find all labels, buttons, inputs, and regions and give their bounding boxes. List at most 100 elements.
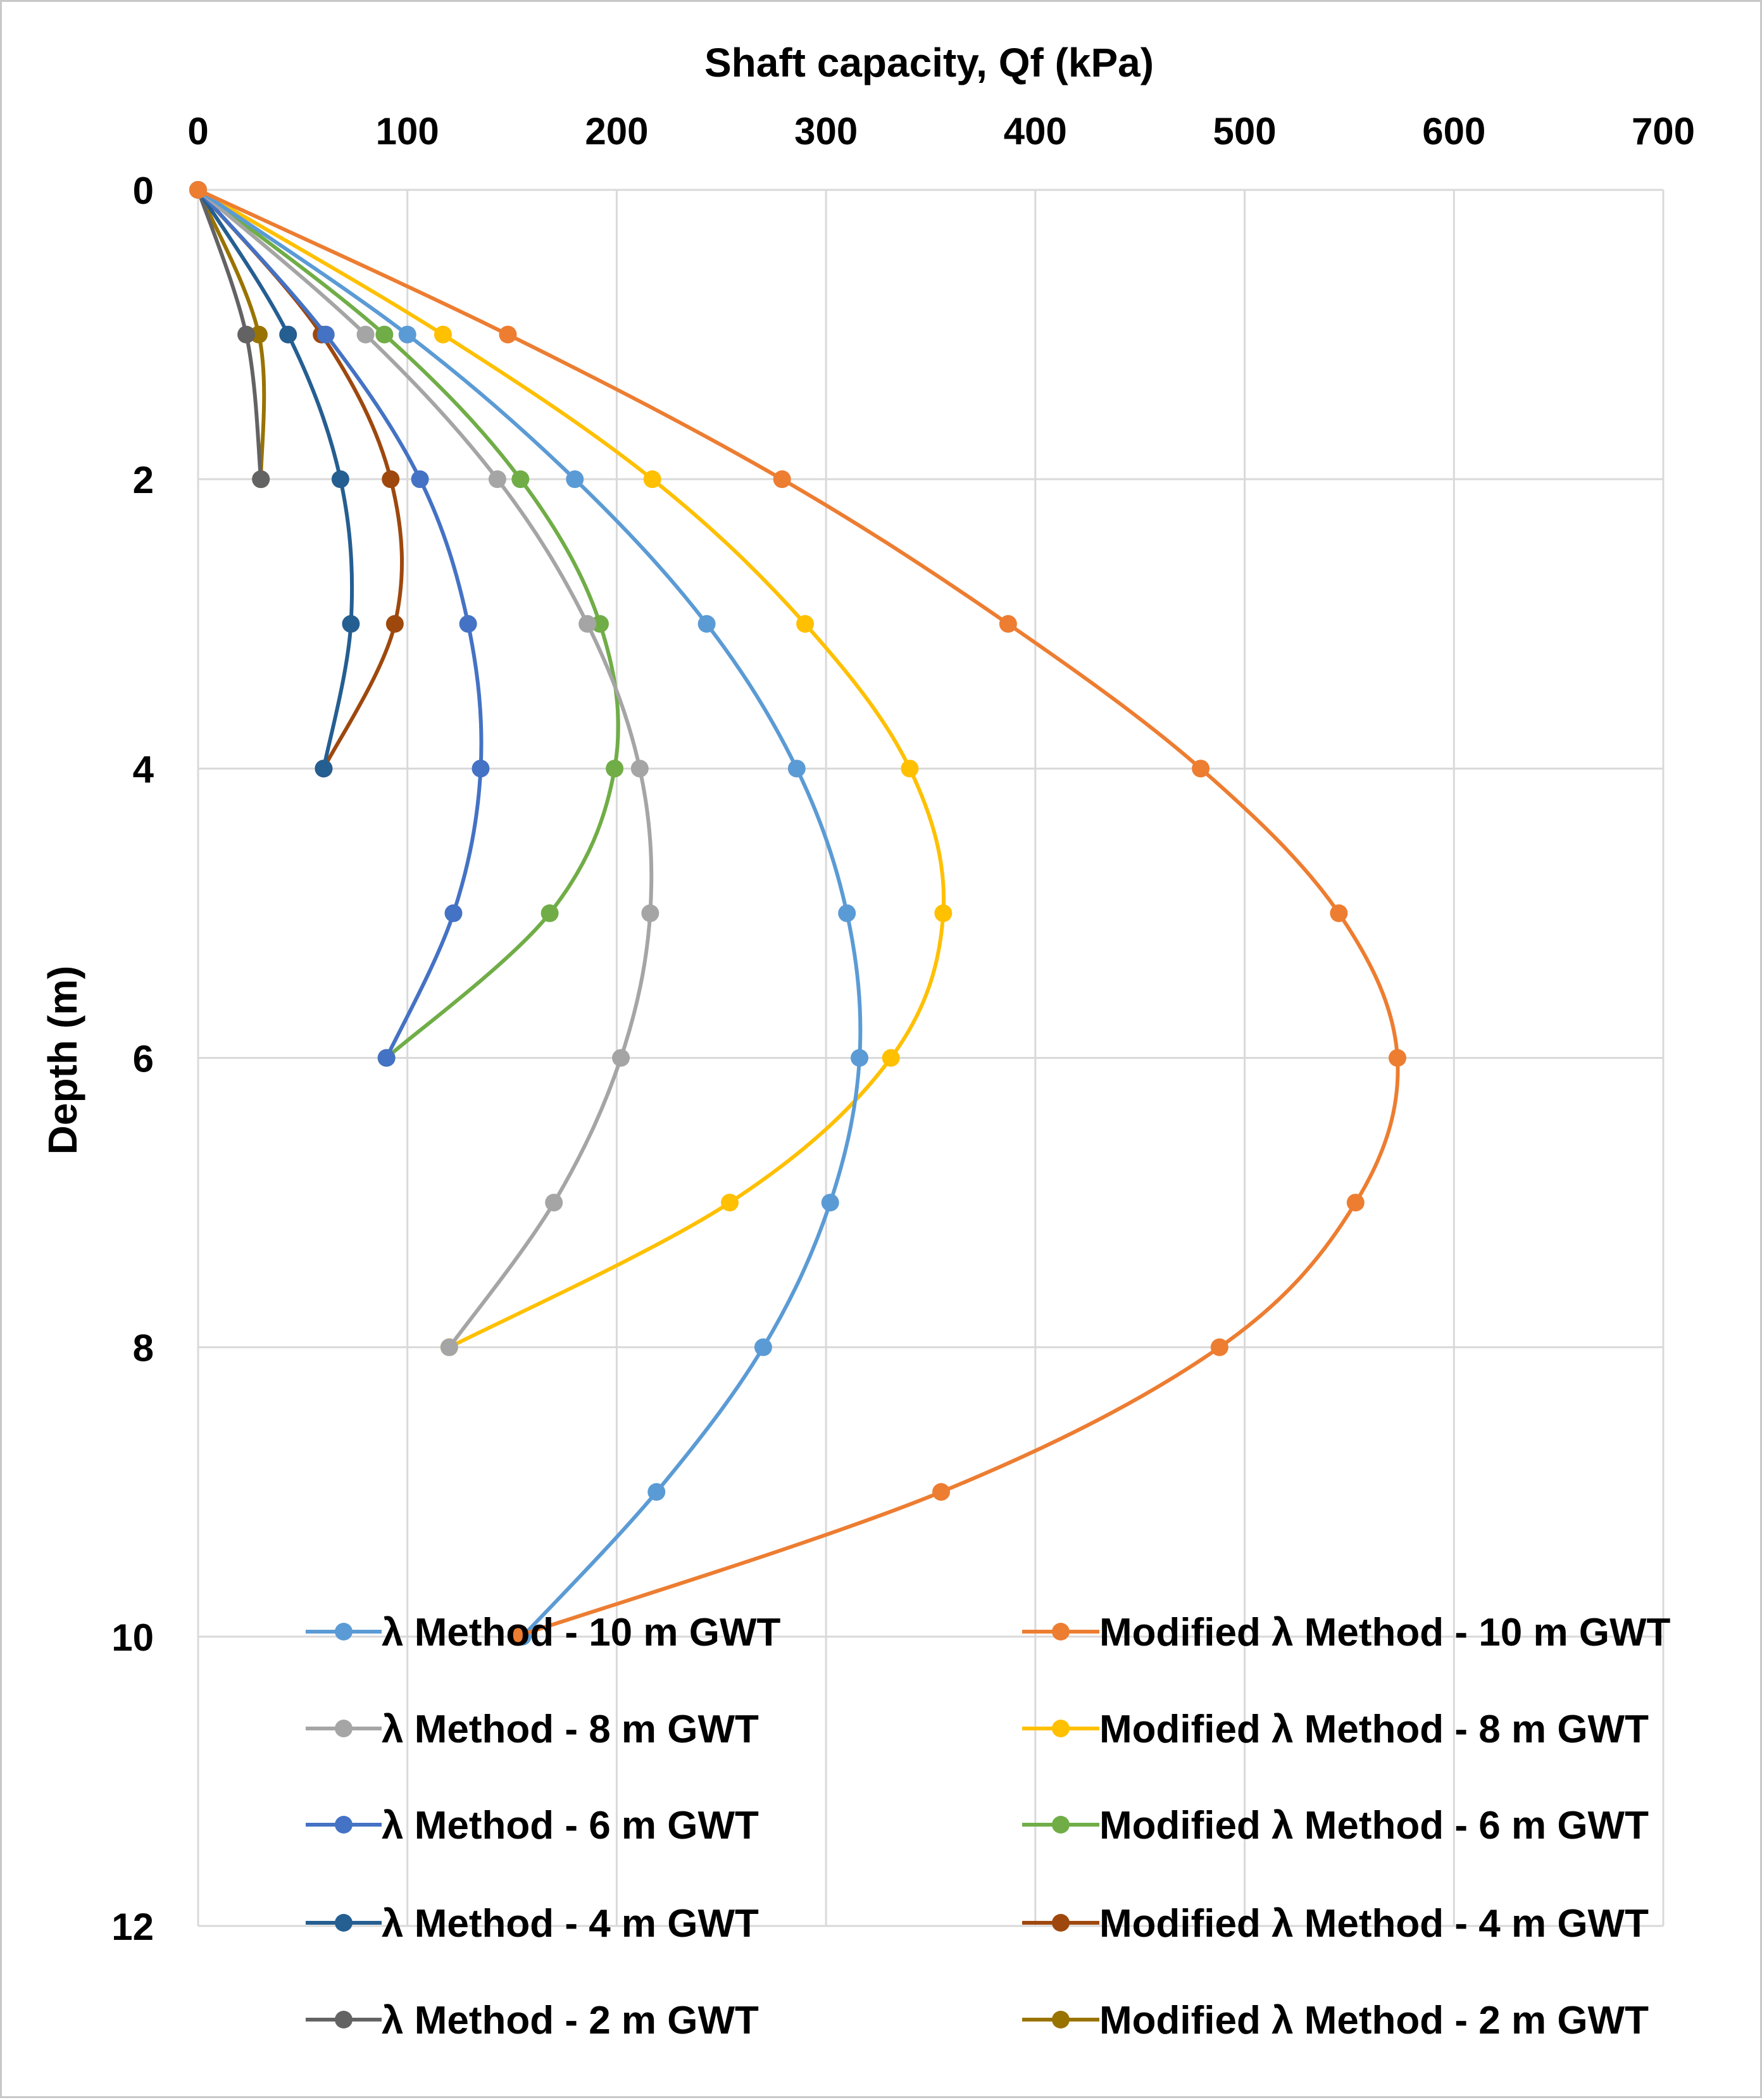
legend-label: λ Method - 4 m GWT: [382, 1902, 759, 1946]
legend-item-1: Modified λ Method - 10 m GWT: [1022, 1611, 1671, 1654]
x-tick-label: 300: [794, 110, 858, 153]
axes: [197, 189, 1663, 1926]
data-point: [540, 904, 559, 922]
data-point: [1388, 1049, 1406, 1067]
data-point: [249, 325, 268, 344]
data-point: [315, 759, 333, 778]
data-point: [1346, 1194, 1365, 1212]
legend-marker: [335, 1914, 353, 1932]
y-tick-labels: 0 2 4 6 8 10 12: [111, 170, 154, 1948]
y-tick-label: 6: [133, 1038, 154, 1080]
data-point: [444, 904, 463, 922]
data-point: [511, 470, 530, 489]
legend-label: Modified λ Method - 6 m GWT: [1099, 1804, 1649, 1847]
x-tick-label: 200: [585, 110, 648, 153]
data-point: [647, 1483, 666, 1501]
data-point: [279, 325, 297, 344]
data-point: [316, 325, 335, 344]
legend-label: λ Method - 8 m GWT: [382, 1708, 759, 1751]
x-tick-label: 700: [1632, 110, 1695, 153]
series-4: [189, 181, 490, 1067]
data-point: [773, 470, 791, 489]
y-tick-label: 0: [133, 170, 154, 212]
data-point: [189, 181, 207, 199]
legend-marker: [1052, 1623, 1070, 1641]
data-point: [440, 1338, 458, 1356]
y-tick-label: 12: [111, 1906, 154, 1948]
legend-item-5: Modified λ Method - 6 m GWT: [1022, 1804, 1649, 1847]
x-tick-label: 600: [1422, 110, 1485, 153]
series-line: [196, 188, 1400, 1639]
data-point: [398, 325, 416, 344]
data-point: [821, 1194, 839, 1212]
data-point: [934, 904, 953, 922]
data-point: [499, 325, 517, 344]
legend-item-0: λ Method - 10 m GWT: [306, 1611, 780, 1654]
data-point: [411, 470, 429, 489]
legend-item-7: Modified λ Method - 4 m GWT: [1022, 1902, 1649, 1946]
data-point: [472, 759, 490, 778]
series-layer: [189, 181, 1406, 1646]
legend-item-6: λ Method - 4 m GWT: [306, 1902, 759, 1946]
legend-marker: [335, 1816, 353, 1834]
data-point: [252, 470, 270, 489]
series-line: [196, 188, 484, 1060]
legend-marker: [1052, 1914, 1070, 1932]
data-point: [901, 759, 919, 778]
data-point: [377, 1049, 396, 1067]
data-point: [375, 325, 394, 344]
data-point: [545, 1194, 563, 1212]
data-point: [331, 470, 349, 489]
data-point: [356, 325, 375, 344]
x-tick-label: 0: [187, 110, 208, 153]
legend-label: Modified λ Method - 10 m GWT: [1099, 1611, 1671, 1654]
data-point: [851, 1049, 869, 1067]
data-point: [882, 1049, 900, 1067]
legend-label: λ Method - 2 m GWT: [382, 1999, 759, 2042]
data-point: [488, 470, 506, 489]
data-point: [999, 615, 1017, 633]
series-0: [189, 181, 869, 1646]
legend-marker: [335, 1623, 353, 1641]
legend-marker: [335, 2011, 353, 2028]
data-point: [787, 759, 806, 778]
x-tick-label: 400: [1004, 110, 1067, 153]
x-tick-label: 500: [1213, 110, 1277, 153]
x-tick-labels: 0 100 200 300 400 500 600 700: [187, 110, 1695, 153]
legend-label: λ Method - 10 m GWT: [382, 1611, 780, 1654]
data-point: [434, 325, 452, 344]
y-tick-label: 10: [111, 1616, 154, 1659]
data-point: [566, 470, 584, 489]
y-tick-label: 4: [133, 748, 154, 791]
data-point: [507, 1627, 525, 1646]
legend-label: Modified λ Method - 4 m GWT: [1099, 1902, 1649, 1946]
data-point: [1330, 904, 1348, 922]
legend-marker: [1052, 1816, 1070, 1834]
data-point: [754, 1338, 772, 1356]
legend-marker: [335, 1720, 353, 1737]
data-point: [932, 1483, 951, 1501]
data-point: [342, 615, 360, 633]
legend-label: λ Method - 6 m GWT: [382, 1804, 759, 1847]
y-tick-label: 8: [133, 1327, 154, 1370]
x-tick-label: 100: [376, 110, 439, 153]
legend-marker: [1052, 1720, 1070, 1737]
data-point: [578, 615, 597, 633]
series-line: [196, 188, 654, 1349]
legend-item-8: λ Method - 2 m GWT: [306, 1999, 759, 2042]
data-point: [630, 759, 649, 778]
legend-marker: [1052, 2011, 1070, 2028]
data-point: [1210, 1338, 1228, 1356]
data-point: [721, 1194, 739, 1212]
data-point: [382, 470, 400, 489]
legend-item-9: Modified λ Method - 2 m GWT: [1022, 1999, 1649, 2042]
legend-label: Modified λ Method - 2 m GWT: [1099, 1999, 1649, 2042]
legend: λ Method - 10 m GWT Modified λ Method - 1…: [306, 1611, 1671, 2042]
x-axis-title: Shaft capacity, Qf (kPa): [704, 40, 1154, 85]
data-point: [796, 615, 815, 633]
data-point: [385, 615, 404, 633]
series-line: [196, 188, 863, 1639]
data-point: [612, 1049, 630, 1067]
legend-item-2: λ Method - 8 m GWT: [306, 1708, 759, 1751]
